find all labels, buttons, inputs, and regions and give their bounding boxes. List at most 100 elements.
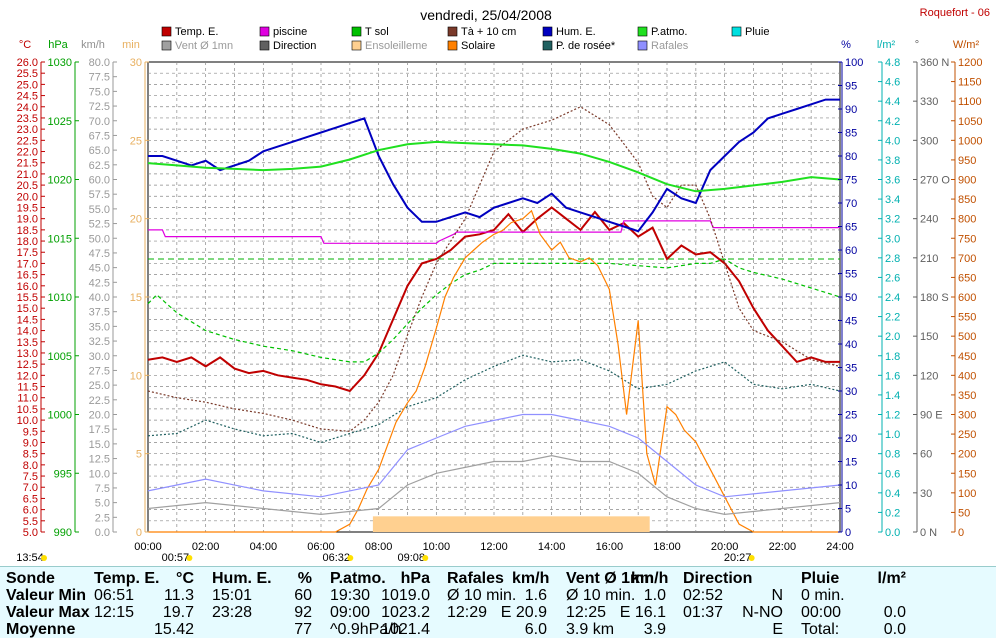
stats-col-unit: km/h bbox=[512, 570, 550, 587]
legend-label: Hum. E. bbox=[556, 26, 596, 38]
stats-cell-time: 09:00 bbox=[330, 604, 371, 621]
axis-label-rain: 4.4 bbox=[885, 96, 900, 108]
stats-col-header: Hum. E. bbox=[212, 570, 272, 587]
axis-label-direction: 90 E bbox=[920, 410, 943, 422]
axis-label-pressure: 1030 bbox=[48, 57, 72, 69]
axis-label-direction: 300 bbox=[920, 135, 938, 147]
time-marker-label: 09:08 bbox=[397, 552, 425, 564]
axis-label-temp: 18.5 bbox=[17, 225, 38, 237]
axis-label-temp: 25.0 bbox=[17, 79, 38, 91]
axis-label-solar: 50 bbox=[958, 507, 970, 519]
axis-label-temp: 16.0 bbox=[17, 281, 38, 293]
axis-label-rain: 1.4 bbox=[885, 390, 900, 402]
axis-label-humidity: 15 bbox=[845, 457, 857, 469]
axis-label-rain: 3.6 bbox=[885, 175, 900, 187]
axis-label-sunshine: 15 bbox=[130, 292, 142, 304]
station-name: Roquefort - 06 bbox=[920, 7, 990, 19]
legend-swatch bbox=[161, 26, 172, 37]
axis-label-direction: 0 N bbox=[920, 527, 937, 539]
legend-swatch bbox=[351, 40, 362, 51]
axis-label-solar: 400 bbox=[958, 370, 976, 382]
sun-marker-icon bbox=[186, 555, 193, 561]
stats-cell-time: 02:52 bbox=[683, 587, 724, 604]
axis-label-solar: 100 bbox=[958, 488, 976, 500]
series-p-de-ros-e- bbox=[147, 354, 841, 444]
axis-label-temp: 12.0 bbox=[17, 370, 38, 382]
axis-label-temp: 22.0 bbox=[17, 147, 38, 159]
stats-cell-time: Total: bbox=[801, 621, 840, 638]
axis-label-humidity: 80 bbox=[845, 151, 857, 163]
stats-cell-value: 77 bbox=[294, 621, 312, 638]
axis-label-wind: 10.0 bbox=[89, 468, 110, 480]
stats-col-header: Vent Ø 1mn bbox=[566, 570, 655, 587]
series-lines bbox=[147, 98, 841, 533]
axis-label-humidity: 70 bbox=[845, 198, 857, 210]
axis-label-wind: 5.0 bbox=[95, 498, 110, 510]
legend-label: T sol bbox=[365, 26, 389, 38]
x-tick-label: 06:00 bbox=[307, 541, 335, 553]
axis-label-direction: 60 bbox=[920, 449, 932, 461]
stats-cell-time: 01:37 bbox=[683, 604, 724, 621]
axis-label-humidity: 75 bbox=[845, 175, 857, 187]
axis-label-solar: 800 bbox=[958, 214, 976, 226]
axis-label-temp: 8.5 bbox=[23, 449, 38, 461]
unit-label-direction: ° bbox=[915, 39, 919, 51]
stats-col-header: Temp. E. bbox=[94, 570, 160, 587]
series-temp-e- bbox=[147, 206, 840, 393]
axis-label-wind: 17.5 bbox=[89, 424, 110, 436]
axis-label-rain: 2.2 bbox=[885, 312, 900, 324]
axis-label-rain: 0.2 bbox=[885, 507, 900, 519]
axis-label-solar: 150 bbox=[958, 468, 976, 480]
axis-label-solar: 1200 bbox=[958, 57, 982, 69]
axis-label-wind: 70.0 bbox=[89, 116, 110, 128]
axis-label-humidity: 20 bbox=[845, 433, 857, 445]
stats-col-unit: km/h bbox=[631, 570, 669, 587]
axis-label-wind: 32.5 bbox=[89, 336, 110, 348]
stats-cell-value: 92 bbox=[294, 604, 312, 621]
axis-label-wind: 45.0 bbox=[89, 263, 110, 275]
axis-label-solar: 1050 bbox=[958, 116, 982, 128]
stats-cell-time: 23:28 bbox=[212, 604, 253, 621]
legend-label: Temp. E. bbox=[175, 26, 218, 38]
stats-cell-time: 12:15 bbox=[94, 604, 135, 621]
stats-cell-value: 1019.0 bbox=[381, 587, 430, 604]
axis-label-wind: 72.5 bbox=[89, 101, 110, 113]
axis-label-temp: 13.0 bbox=[17, 348, 38, 360]
axis-label-temp: 10.5 bbox=[17, 404, 38, 416]
axis-label-humidity: 40 bbox=[845, 339, 857, 351]
axis-label-temp: 6.5 bbox=[23, 493, 38, 505]
axis-label-temp: 9.0 bbox=[23, 437, 38, 449]
axis-label-sunshine: 10 bbox=[130, 370, 142, 382]
stats-cell-value: E 16.1 bbox=[619, 604, 666, 621]
axis-label-solar: 300 bbox=[958, 410, 976, 422]
stats-col-unit: °C bbox=[176, 570, 194, 587]
stats-cell-value: N bbox=[771, 587, 783, 604]
legend-swatch bbox=[447, 26, 458, 37]
stats-cell-value: 1023.2 bbox=[381, 604, 430, 621]
stats-cell-value: 11.3 bbox=[164, 587, 194, 604]
axis-label-temp: 10.0 bbox=[17, 415, 38, 427]
unit-label-temp: °C bbox=[19, 39, 31, 51]
weather-chart: vendredi, 25/04/2008 Roquefort - 06 Temp… bbox=[16, 7, 990, 564]
axis-label-solar: 500 bbox=[958, 331, 976, 343]
stats-cell-time: 12:29 bbox=[447, 604, 488, 621]
stats-cell-time: 3.9 km bbox=[566, 621, 615, 638]
axis-label-wind: 47.5 bbox=[89, 248, 110, 260]
axis-label-rain: 3.4 bbox=[885, 194, 900, 206]
legend-swatch bbox=[351, 26, 362, 37]
x-tick-label: 20:00 bbox=[711, 541, 739, 553]
x-tick-label: 24:00 bbox=[826, 541, 854, 553]
series-vent-1mn bbox=[147, 454, 841, 516]
axis-label-temp: 24.0 bbox=[17, 102, 38, 114]
time-marker-label: 20:27 bbox=[724, 552, 752, 564]
axis-label-sunshine: 25 bbox=[130, 135, 142, 147]
axis-label-temp: 14.5 bbox=[17, 314, 38, 326]
time-markers: 13:54 00:57 06:32 09:08 20:27 bbox=[16, 552, 755, 564]
axis-label-humidity: 10 bbox=[845, 480, 857, 492]
axis-label-direction: 120 bbox=[920, 370, 938, 382]
axis-label-temp: 9.5 bbox=[23, 426, 38, 438]
axis-label-temp: 5.0 bbox=[23, 527, 38, 539]
stats-col-header: Rafales bbox=[447, 570, 504, 587]
axis-label-pressure: 1010 bbox=[48, 292, 72, 304]
stats-cell-value: 60 bbox=[294, 587, 312, 604]
